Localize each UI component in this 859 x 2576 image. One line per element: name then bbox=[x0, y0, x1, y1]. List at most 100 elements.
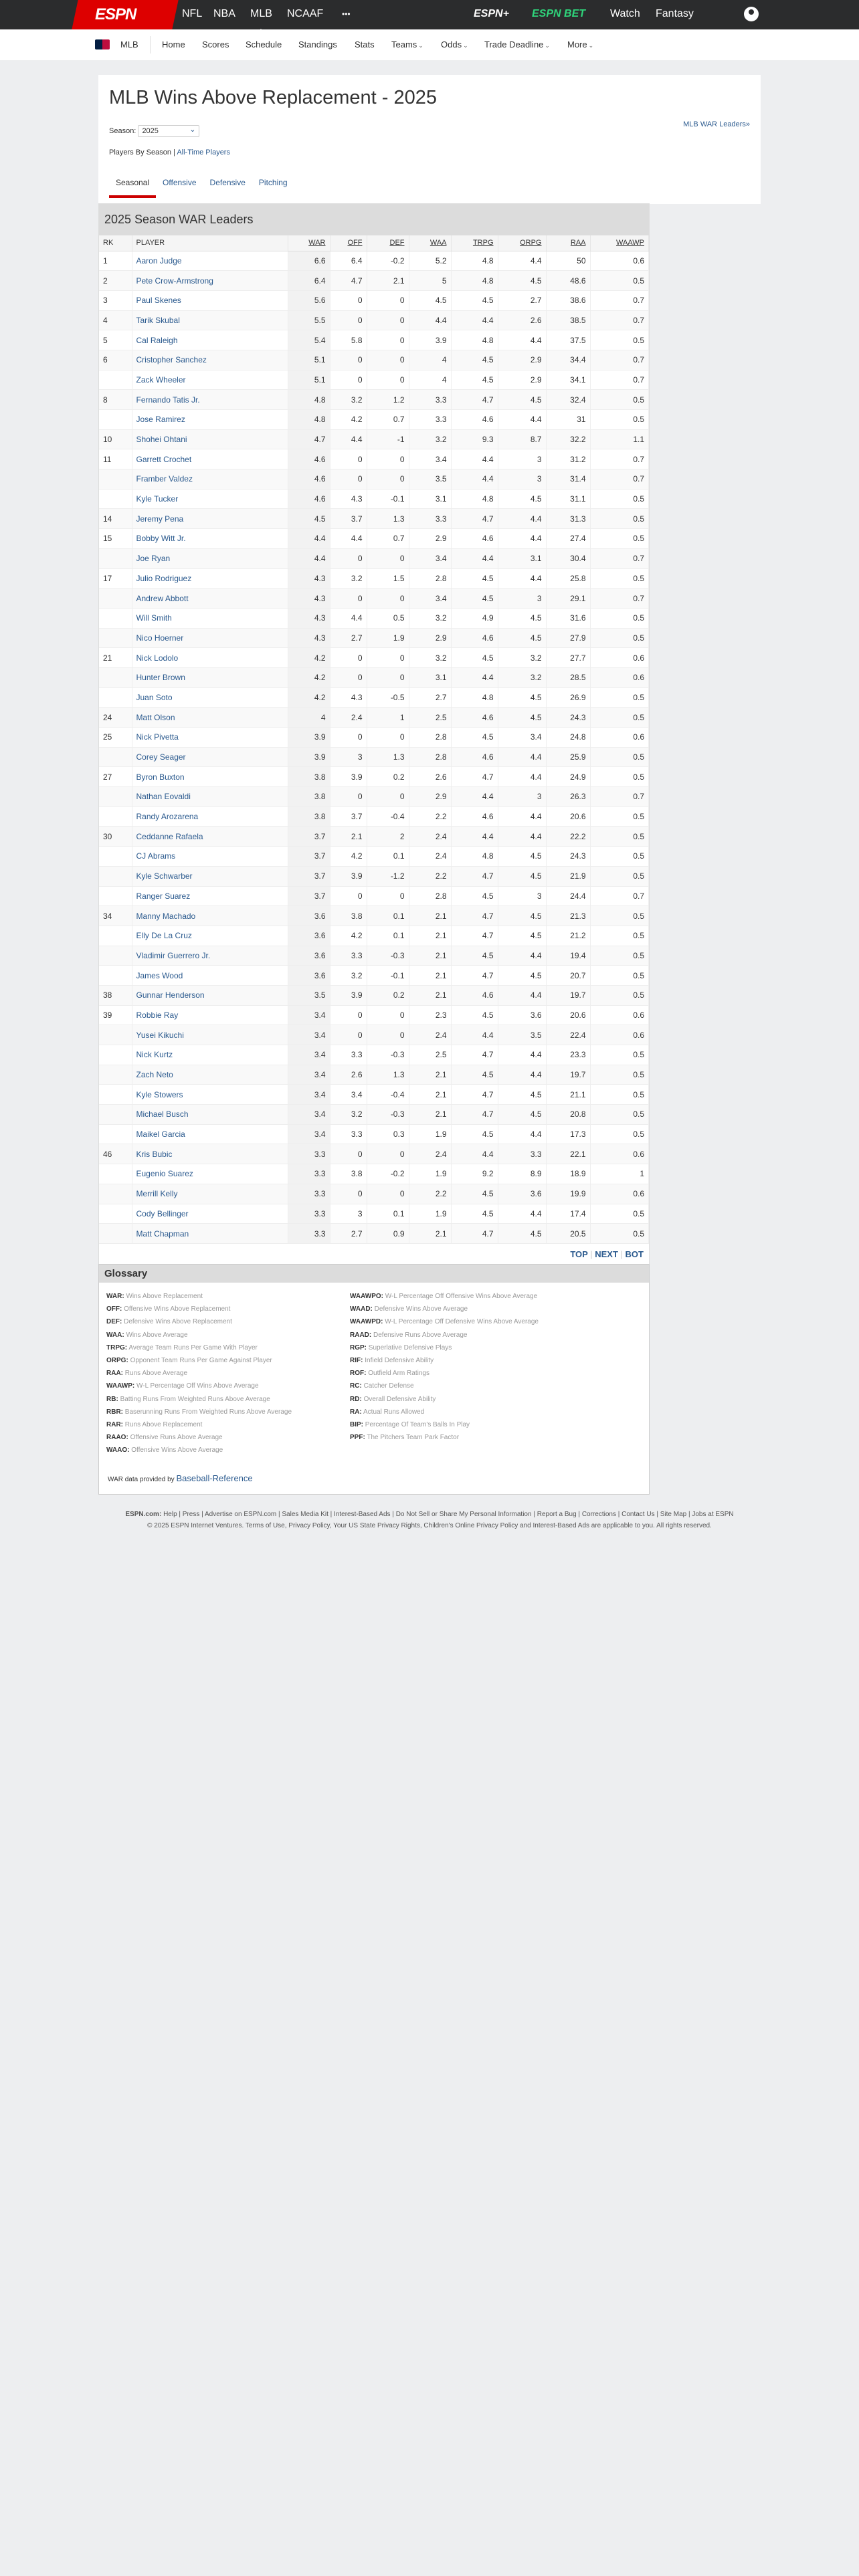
subnav-scores[interactable]: Scores bbox=[202, 39, 229, 49]
player-link[interactable]: Byron Buxton bbox=[136, 772, 185, 782]
subnav-home[interactable]: Home bbox=[162, 39, 185, 49]
nav-watch[interactable]: Watch bbox=[610, 8, 640, 19]
espn-logo[interactable]: ESPN bbox=[72, 0, 179, 29]
player-link[interactable]: Michael Busch bbox=[136, 1109, 189, 1119]
footer-link[interactable]: Sales Media Kit bbox=[282, 1511, 328, 1518]
player-link[interactable]: Kris Bubic bbox=[136, 1149, 173, 1159]
footer-link[interactable]: Press bbox=[182, 1511, 200, 1518]
player-link[interactable]: Kyle Schwarber bbox=[136, 871, 193, 881]
player-link[interactable]: Aaron Judge bbox=[136, 255, 182, 265]
subnav-more[interactable]: More ⌄ bbox=[567, 39, 594, 49]
player-link[interactable]: Vladimir Guerrero Jr. bbox=[136, 950, 211, 960]
player-link[interactable]: Kyle Stowers bbox=[136, 1089, 183, 1099]
player-link[interactable]: Nick Lodolo bbox=[136, 653, 179, 663]
player-link[interactable]: Ceddanne Rafaela bbox=[136, 831, 203, 841]
nav-ncaaf[interactable]: NCAAF bbox=[287, 8, 324, 19]
player-link[interactable]: James Wood bbox=[136, 970, 183, 980]
player-link[interactable]: Bobby Witt Jr. bbox=[136, 534, 186, 544]
player-link[interactable]: Robbie Ray bbox=[136, 1010, 179, 1020]
player-link[interactable]: Nico Hoerner bbox=[136, 633, 184, 643]
player-link[interactable]: Tarik Skubal bbox=[136, 315, 180, 325]
player-link[interactable]: Matt Olson bbox=[136, 712, 175, 722]
player-link[interactable]: Will Smith bbox=[136, 613, 172, 623]
subnav-standings[interactable]: Standings bbox=[298, 39, 337, 49]
footer-link[interactable]: Report a Bug bbox=[537, 1511, 577, 1518]
player-link[interactable]: Juan Soto bbox=[136, 692, 173, 702]
column-header-raa[interactable]: RAA bbox=[546, 235, 591, 251]
footer-link[interactable]: Do Not Sell or Share My Personal Informa… bbox=[395, 1511, 532, 1518]
tab-pitching[interactable]: Pitching bbox=[258, 178, 288, 187]
tab-seasonal[interactable]: Seasonal bbox=[109, 174, 157, 198]
player-link[interactable]: Maikel Garcia bbox=[136, 1130, 185, 1140]
espn-plus-link[interactable]: ESPN+ bbox=[474, 8, 509, 19]
column-header-trpg[interactable]: TRPG bbox=[451, 235, 498, 251]
column-header-waawp[interactable]: WAAWP bbox=[590, 235, 649, 251]
footer-link[interactable]: Contact Us bbox=[622, 1511, 655, 1518]
player-link[interactable]: Nick Kurtz bbox=[136, 1050, 173, 1060]
player-link[interactable]: Nick Pivetta bbox=[136, 732, 179, 742]
subnav-odds[interactable]: Odds ⌄ bbox=[441, 39, 468, 49]
player-link[interactable]: Andrew Abbott bbox=[136, 593, 189, 603]
player-link[interactable]: Framber Valdez bbox=[136, 474, 193, 484]
all-time-players-link[interactable]: All-Time Players bbox=[177, 148, 230, 156]
footer-link[interactable]: Help bbox=[163, 1511, 177, 1518]
player-link[interactable]: Matt Chapman bbox=[136, 1228, 189, 1239]
baseball-reference-link[interactable]: Baseball-Reference bbox=[176, 1473, 253, 1483]
nav-nba[interactable]: NBA bbox=[213, 8, 235, 19]
player-link[interactable]: Joe Ryan bbox=[136, 554, 171, 564]
subnav-league[interactable]: MLB bbox=[120, 39, 138, 49]
footer-link[interactable]: Interest-Based Ads bbox=[334, 1511, 391, 1518]
nav-mlb[interactable]: MLB bbox=[250, 8, 272, 32]
player-link[interactable]: Cal Raleigh bbox=[136, 335, 178, 345]
player-link[interactable]: Julio Rodriguez bbox=[136, 573, 192, 583]
player-link[interactable]: Cody Bellinger bbox=[136, 1208, 189, 1218]
subnav-stats[interactable]: Stats bbox=[355, 39, 375, 49]
footer-link[interactable]: Advertise on ESPN.com bbox=[204, 1511, 277, 1518]
player-link[interactable]: Nathan Eovaldi bbox=[136, 792, 191, 802]
player-link[interactable]: Hunter Brown bbox=[136, 673, 185, 683]
top-link[interactable]: TOP bbox=[570, 1249, 588, 1259]
player-link[interactable]: Jeremy Pena bbox=[136, 514, 184, 524]
footer-link[interactable]: Site Map bbox=[660, 1511, 687, 1518]
column-header-war[interactable]: WAR bbox=[288, 235, 330, 251]
player-link[interactable]: Gunnar Henderson bbox=[136, 990, 205, 1000]
player-link[interactable]: Fernando Tatis Jr. bbox=[136, 395, 200, 405]
nav-fantasy[interactable]: Fantasy bbox=[656, 8, 694, 19]
player-link[interactable]: Zach Neto bbox=[136, 1070, 173, 1080]
column-header-off[interactable]: OFF bbox=[330, 235, 367, 251]
player-link[interactable]: Jose Ramirez bbox=[136, 415, 185, 425]
player-link[interactable]: Corey Seager bbox=[136, 752, 186, 762]
player-link[interactable]: Randy Arozarena bbox=[136, 812, 199, 822]
player-link[interactable]: Merrill Kelly bbox=[136, 1189, 178, 1199]
player-link[interactable]: Cristopher Sanchez bbox=[136, 355, 207, 365]
more-sports-icon[interactable]: ••• bbox=[342, 9, 351, 19]
player-link[interactable]: Ranger Suarez bbox=[136, 891, 191, 901]
tab-offensive[interactable]: Offensive bbox=[163, 178, 197, 187]
user-account-icon[interactable] bbox=[744, 7, 759, 21]
column-header-def[interactable]: DEF bbox=[367, 235, 409, 251]
player-link[interactable]: Manny Machado bbox=[136, 911, 196, 921]
espn-bet-link[interactable]: ESPN BET bbox=[532, 8, 586, 19]
next-link[interactable]: NEXT bbox=[595, 1249, 618, 1259]
bottom-link[interactable]: BOT bbox=[625, 1249, 644, 1259]
nav-nfl[interactable]: NFL bbox=[182, 8, 203, 19]
player-link[interactable]: CJ Abrams bbox=[136, 851, 176, 861]
player-link[interactable]: Shohei Ohtani bbox=[136, 435, 187, 445]
player-link[interactable]: Paul Skenes bbox=[136, 296, 181, 306]
player-link[interactable]: Yusei Kikuchi bbox=[136, 1030, 184, 1040]
footer-link[interactable]: Jobs at ESPN bbox=[692, 1511, 734, 1518]
column-header-orpg[interactable]: ORPG bbox=[498, 235, 547, 251]
war-leaders-link[interactable]: MLB WAR Leaders» bbox=[683, 120, 750, 128]
subnav-teams[interactable]: Teams ⌄ bbox=[391, 39, 423, 49]
player-link[interactable]: Pete Crow-Armstrong bbox=[136, 276, 213, 286]
player-link[interactable]: Garrett Crochet bbox=[136, 454, 192, 464]
tab-defensive[interactable]: Defensive bbox=[209, 178, 246, 187]
column-header-waa[interactable]: WAA bbox=[409, 235, 452, 251]
subnav-schedule[interactable]: Schedule bbox=[246, 39, 282, 49]
player-link[interactable]: Elly De La Cruz bbox=[136, 931, 192, 941]
subnav-trade-deadline[interactable]: Trade Deadline ⌄ bbox=[484, 39, 550, 49]
footer-link[interactable]: Corrections bbox=[581, 1511, 616, 1518]
season-select[interactable]: 2025 bbox=[138, 125, 200, 137]
player-link[interactable]: Kyle Tucker bbox=[136, 494, 179, 504]
player-link[interactable]: Eugenio Suarez bbox=[136, 1169, 193, 1179]
